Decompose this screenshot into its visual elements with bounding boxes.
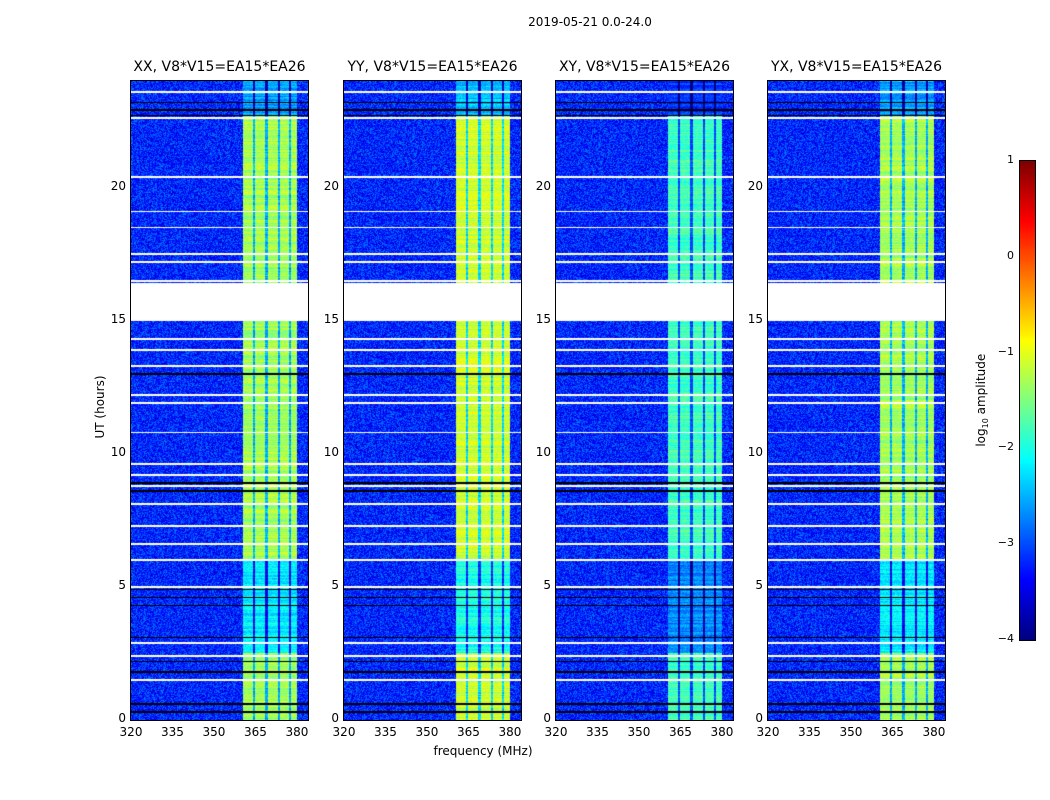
x-tick-label: 365 (669, 725, 692, 739)
x-tick-label: 365 (457, 725, 480, 739)
y-tick-label: 10 (747, 444, 763, 459)
panel-title: YY, V8*V15=EA15*EA26 (347, 59, 518, 75)
x-tick-label: 350 (839, 725, 863, 739)
x-tick-label: 380 (498, 725, 522, 739)
y-tick-label: 15 (747, 311, 763, 326)
y-tick-label: 0 (331, 711, 339, 725)
y-tick-label: 0 (543, 711, 551, 725)
y-tick-label: 20 (747, 178, 763, 193)
x-axis-label: frequency (MHz) (433, 744, 533, 758)
colorbar-tick-label: −2 (997, 440, 1014, 454)
y-tick-label: 15 (110, 311, 126, 326)
y-tick-label: 15 (535, 311, 551, 326)
colorbar-gradient (1020, 161, 1035, 640)
figure-title: 2019-05-21 0.0-24.0 (528, 15, 652, 29)
x-tick-label: 335 (374, 725, 397, 739)
x-tick-label: 350 (415, 725, 439, 739)
y-tick-label: 0 (118, 711, 126, 725)
heatmap-canvas (131, 81, 308, 720)
x-tick-label: 350 (202, 725, 226, 739)
x-tick-label: 380 (710, 725, 734, 739)
panel-title: YX, V8*V15=EA15*EA26 (770, 59, 943, 75)
x-tick-label: 365 (881, 725, 904, 739)
y-tick-label: 5 (331, 577, 339, 592)
heatmap-panel-2 (555, 80, 734, 721)
heatmap-panel-0 (130, 80, 309, 721)
y-tick-label: 10 (323, 444, 339, 459)
heatmap-panel-1 (343, 80, 522, 721)
y-tick-label: 20 (110, 178, 126, 193)
x-tick-label: 335 (798, 725, 821, 739)
x-tick-label: 335 (586, 725, 609, 739)
y-tick-label: 5 (755, 577, 763, 592)
colorbar-tick-label: 1 (1007, 153, 1014, 166)
heatmap-canvas (768, 81, 945, 720)
y-tick-label: 5 (118, 577, 126, 592)
y-tick-label: 20 (323, 178, 339, 193)
colorbar-label: log10 amplitude (973, 353, 991, 447)
y-tick-label: 15 (323, 311, 339, 326)
colorbar-tick-label: 0 (1007, 248, 1014, 262)
colorbar-tick-label: −4 (997, 632, 1014, 645)
colorbar-tick-label: −1 (997, 344, 1014, 358)
colorbar-tick-label: −3 (997, 536, 1014, 550)
heatmap-canvas (344, 81, 521, 720)
y-tick-label: 5 (543, 577, 551, 592)
x-tick-label: 320 (119, 725, 143, 739)
y-tick-label: 10 (110, 444, 126, 459)
x-tick-label: 335 (161, 725, 184, 739)
x-tick-label: 365 (244, 725, 267, 739)
x-tick-label: 320 (544, 725, 568, 739)
heatmap-canvas (556, 81, 733, 720)
y-tick-label: 0 (755, 711, 763, 725)
y-tick-label: 20 (535, 178, 551, 193)
x-tick-label: 350 (627, 725, 651, 739)
x-tick-label: 380 (285, 725, 309, 739)
heatmap-panel-3 (767, 80, 946, 721)
panel-title: XX, V8*V15=EA15*EA26 (133, 59, 306, 75)
panel-title: XY, V8*V15=EA15*EA26 (558, 59, 731, 75)
y-tick-label: 10 (535, 444, 551, 459)
x-tick-label: 320 (756, 725, 780, 739)
y-axis-label: UT (hours) (93, 375, 107, 439)
x-tick-label: 320 (332, 725, 356, 739)
colorbar (1019, 160, 1036, 641)
x-tick-label: 380 (922, 725, 946, 739)
